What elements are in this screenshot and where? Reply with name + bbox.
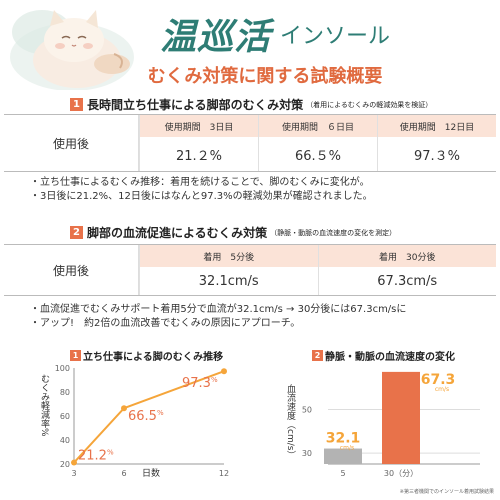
chart1-point — [221, 368, 227, 375]
chart2-data-label: 67.3 — [421, 372, 456, 388]
chart1-ytick-label: 40 — [60, 436, 70, 445]
section1-col-head: 使用期間 ６日目 — [259, 115, 377, 137]
section1-number-badge: 1 — [70, 98, 83, 111]
chart1-xlabel: 日数 — [142, 467, 160, 479]
chart1-number-badge: 1 — [70, 350, 81, 361]
line-chart-swelling: むくみ軽減率% 20 40 60 80 100 3 6 12 日数 21.2% 66.5% 97… — [39, 364, 229, 479]
chart1-xtick-label: 6 — [121, 469, 126, 478]
section2-col-head: 着用 5分後 — [140, 245, 318, 267]
section1-row-label: 使用後 — [4, 115, 139, 171]
section1-column: 使用期間 3日目 21.２% — [139, 115, 258, 171]
page-title: むくみ対策に関する試験概要 — [147, 66, 383, 87]
section1-bullet: ・立ち仕事によるむくみ推移：着用を続けることで、脚のむくみに変化が。 — [30, 177, 370, 188]
chart2-bar — [382, 371, 420, 464]
chart1-xtick-label: 3 — [71, 469, 76, 478]
section1-col-head: 使用期間 12日目 — [378, 115, 496, 137]
section1-col-value: 21.２% — [175, 148, 223, 164]
chart2-number-badge: 2 — [312, 350, 323, 361]
section2-col-value: 32.1cm/s — [198, 273, 259, 289]
section1-column: 使用期間 12日目 97.３% — [377, 115, 496, 171]
section1-bullet: ・3日後に21.2%、12日後にはなんと97.3%の軽減効果が確認されました。 — [30, 191, 373, 202]
section1-heading: 1 長時間立ち仕事による脚部のむくみ対策 （着用によるむくみの軽減効果を検証） — [70, 96, 432, 113]
chart1-ytick-label: 80 — [60, 388, 70, 397]
chart1-data-label: 97.3% — [182, 376, 218, 391]
chart2-ytick-label: 30 — [302, 449, 312, 458]
chart1-ytick-label: 60 — [60, 412, 70, 421]
section1-col-value: 66.５% — [294, 148, 342, 164]
section2-title: 脚部の血流促進によるむくみ対策 — [87, 226, 268, 240]
chart2-ylabel: 血流速度（cm/s） — [285, 383, 296, 460]
chart1-ytick-label: 100 — [55, 364, 70, 373]
chart2-xtick-label: 30（分） — [384, 469, 418, 478]
brand-logo: 温巡活 インソール — [160, 8, 490, 60]
section2-col-value: 67.3cm/s — [377, 273, 438, 289]
brand-subtitle: インソール — [280, 24, 391, 49]
chart1-point — [71, 459, 77, 466]
section2-col-head: 着用 30分後 — [318, 245, 496, 267]
chart2-unit-label: cm/s — [435, 386, 449, 393]
section2-row-label: 使用後 — [4, 245, 139, 295]
section2-note: （静脈・動脈の血流速度の変化を測定） — [270, 228, 397, 237]
section1-bullets: ・立ち仕事によるむくみ推移：着用を続けることで、脚のむくみに変化が。 ・3日後に… — [30, 176, 373, 204]
section1-column: 使用期間 ６日目 66.５% — [258, 115, 377, 171]
chart2-ytick-label: 50 — [302, 406, 312, 415]
chart2-xtick-label: 5 — [340, 469, 345, 478]
section1-col-head: 使用期間 3日目 — [140, 115, 258, 137]
section2-bullets: ・血流促進でむくみサポート着用5分で血流が32.1cm/s → 30分後には67… — [30, 303, 406, 331]
chart2-heading: 2 静脈・動脈の血流速度の変化 — [312, 348, 455, 363]
section2-number-badge: 2 — [70, 226, 83, 239]
section1-table: 使用後 使用期間 3日目 21.２% 使用期間 ６日目 66.５% 使用期間 1… — [4, 114, 496, 172]
chart1-title: 立ち仕事による脚のむくみ推移 — [83, 352, 224, 363]
chart1-heading: 1 立ち仕事による脚のむくみ推移 — [70, 348, 223, 363]
chart1-ylabel: むくみ軽減率% — [39, 374, 50, 437]
section1-title: 長時間立ち仕事による脚部のむくみ対策 — [87, 98, 304, 112]
section1-col-value: 97.３% — [413, 148, 461, 164]
section2-bullet: ・血流促進でむくみサポート着用5分で血流が32.1cm/s → 30分後には67… — [30, 304, 407, 315]
chart1-xtick-label: 12 — [219, 469, 229, 478]
chart1-ytick-label: 20 — [60, 460, 70, 469]
chart2-unit-label: cm/s — [340, 445, 354, 452]
chart2-data-label: 32.1 — [326, 431, 361, 447]
section2-column: 着用 5分後 32.1cm/s — [139, 245, 318, 295]
section2-heading: 2 脚部の血流促進によるむくみ対策 （静脈・動脈の血流速度の変化を測定） — [70, 224, 396, 241]
footnote: ※第三者機関でのインソール着用試験結果 — [399, 489, 494, 495]
chart2-title: 静脈・動脈の血流速度の変化 — [325, 352, 455, 363]
section2-table: 使用後 着用 5分後 32.1cm/s 着用 30分後 67.3cm/s — [4, 244, 496, 296]
section2-column: 着用 30分後 67.3cm/s — [317, 245, 496, 295]
chart1-data-label: 21.2% — [78, 449, 114, 464]
cat-illustration — [10, 10, 134, 90]
chart1-data-label: 66.5% — [128, 409, 164, 424]
chart2-bar — [324, 448, 362, 464]
chart1-point — [121, 405, 127, 412]
brand-name: 温巡活 — [160, 16, 272, 58]
section1-note: （着用によるむくみの軽減効果を検証） — [306, 100, 433, 109]
section2-bullet: ・アップ! 約2倍の血流改善でむくみの原因にアプローチ。 — [30, 318, 301, 329]
